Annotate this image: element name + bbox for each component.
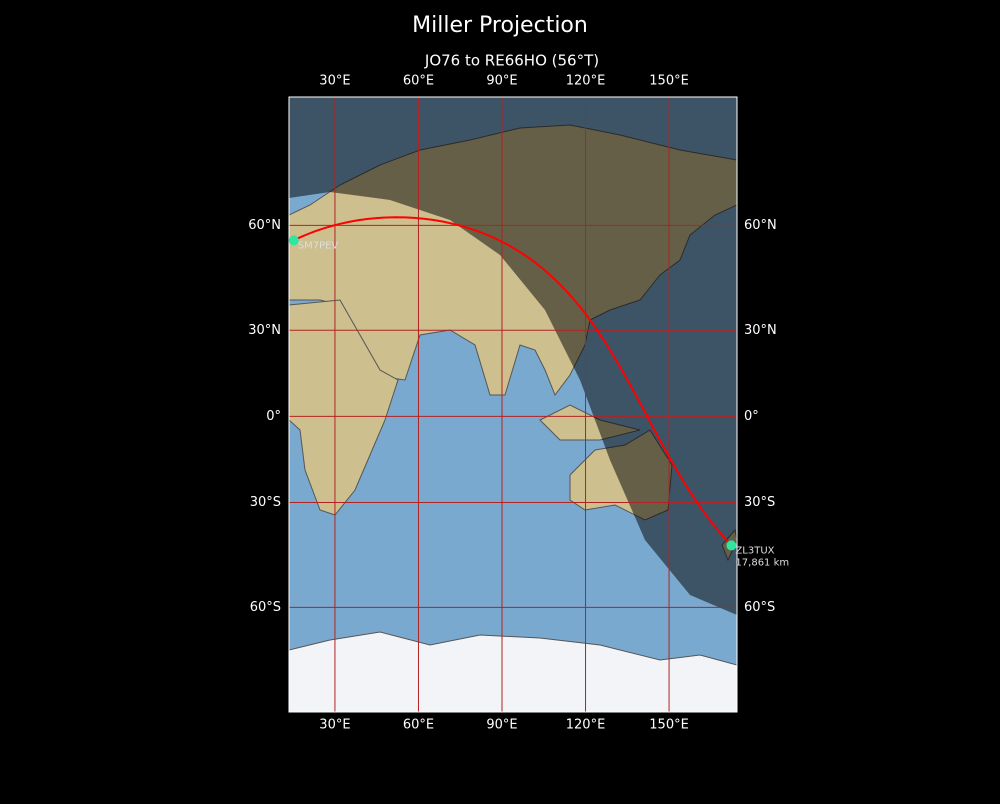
- x-tick-label: 90°E: [486, 718, 517, 733]
- y-tick-label: 30°N: [248, 323, 281, 338]
- x-tick-label: 30°E: [319, 718, 350, 733]
- y-tick-label: 30°N: [744, 323, 777, 338]
- y-tick-label: 30°S: [744, 495, 775, 510]
- station-marker: [288, 235, 299, 246]
- y-tick-label: 60°S: [744, 600, 775, 615]
- x-tick-label: 120°E: [566, 718, 606, 733]
- station-label: ZL3TUX: [735, 545, 774, 556]
- y-tick-label: 60°N: [248, 218, 281, 233]
- africa: [289, 299, 399, 516]
- distance-label: 17,861 km: [735, 557, 789, 568]
- x-tick-label: 150°E: [649, 718, 689, 733]
- y-tick-label: 60°N: [744, 218, 777, 233]
- x-tick-label: 60°E: [403, 718, 434, 733]
- x-tick-label: 120°E: [566, 74, 606, 89]
- station-marker: [726, 540, 737, 551]
- antarctica: [289, 631, 737, 712]
- x-tick-label: 30°E: [319, 74, 350, 89]
- map-area: [289, 97, 737, 712]
- x-tick-label: 60°E: [403, 74, 434, 89]
- y-tick-label: 60°S: [250, 600, 281, 615]
- x-tick-label: 90°E: [486, 74, 517, 89]
- great-circle-path: [293, 216, 733, 547]
- y-tick-label: 30°S: [250, 495, 281, 510]
- subtitle: JO76 to RE66HO (56°T): [424, 52, 599, 70]
- y-tick-label: 0°: [266, 409, 281, 424]
- station-label: SM7PEV: [298, 240, 339, 251]
- y-tick-label: 0°: [744, 409, 759, 424]
- x-tick-label: 150°E: [649, 74, 689, 89]
- night-shade: [289, 97, 737, 615]
- map-frame: [288, 96, 738, 713]
- title: Miller Projection: [412, 13, 588, 38]
